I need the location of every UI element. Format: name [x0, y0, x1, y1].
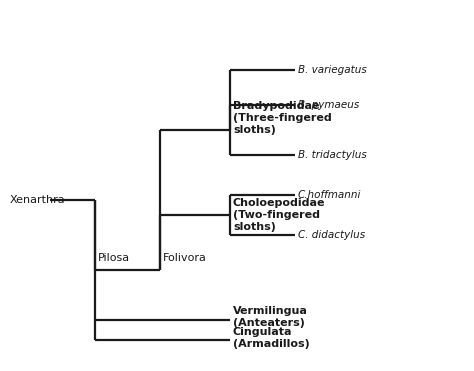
- Text: C. didactylus: C. didactylus: [298, 230, 365, 240]
- Text: Bradypodidae
(Three-fingered
sloths): Bradypodidae (Three-fingered sloths): [233, 101, 332, 135]
- Text: B. pymaeus: B. pymaeus: [298, 100, 359, 110]
- Text: Folivora: Folivora: [163, 253, 207, 263]
- Text: Vermilingua
(Anteaters): Vermilingua (Anteaters): [233, 306, 308, 328]
- Text: B. tridactylus: B. tridactylus: [298, 150, 367, 160]
- Text: Xenarthra: Xenarthra: [10, 195, 65, 205]
- Text: C.hoffmanni: C.hoffmanni: [298, 190, 361, 200]
- Text: Pilosa: Pilosa: [98, 253, 130, 263]
- Text: Choloepodidae
(Two-fingered
sloths): Choloepodidae (Two-fingered sloths): [233, 198, 326, 232]
- Text: Cingulata
(Armadillos): Cingulata (Armadillos): [233, 327, 310, 349]
- Text: B. variegatus: B. variegatus: [298, 65, 367, 75]
